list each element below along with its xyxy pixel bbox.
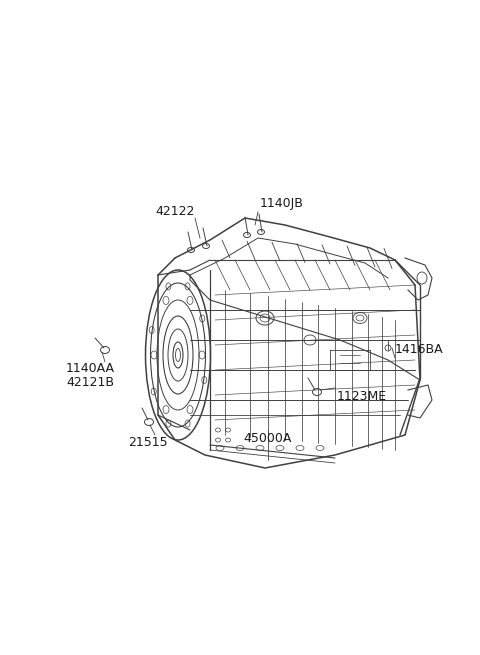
Text: 1140JB: 1140JB [260,197,304,210]
Text: 21515: 21515 [128,436,168,449]
Text: 45000A: 45000A [244,432,292,445]
Text: 1416BA: 1416BA [395,343,444,356]
Text: 42121B: 42121B [66,376,114,389]
Text: 1123ME: 1123ME [337,390,387,403]
Text: 1140AA: 1140AA [66,362,115,375]
Text: 42122: 42122 [156,205,195,218]
